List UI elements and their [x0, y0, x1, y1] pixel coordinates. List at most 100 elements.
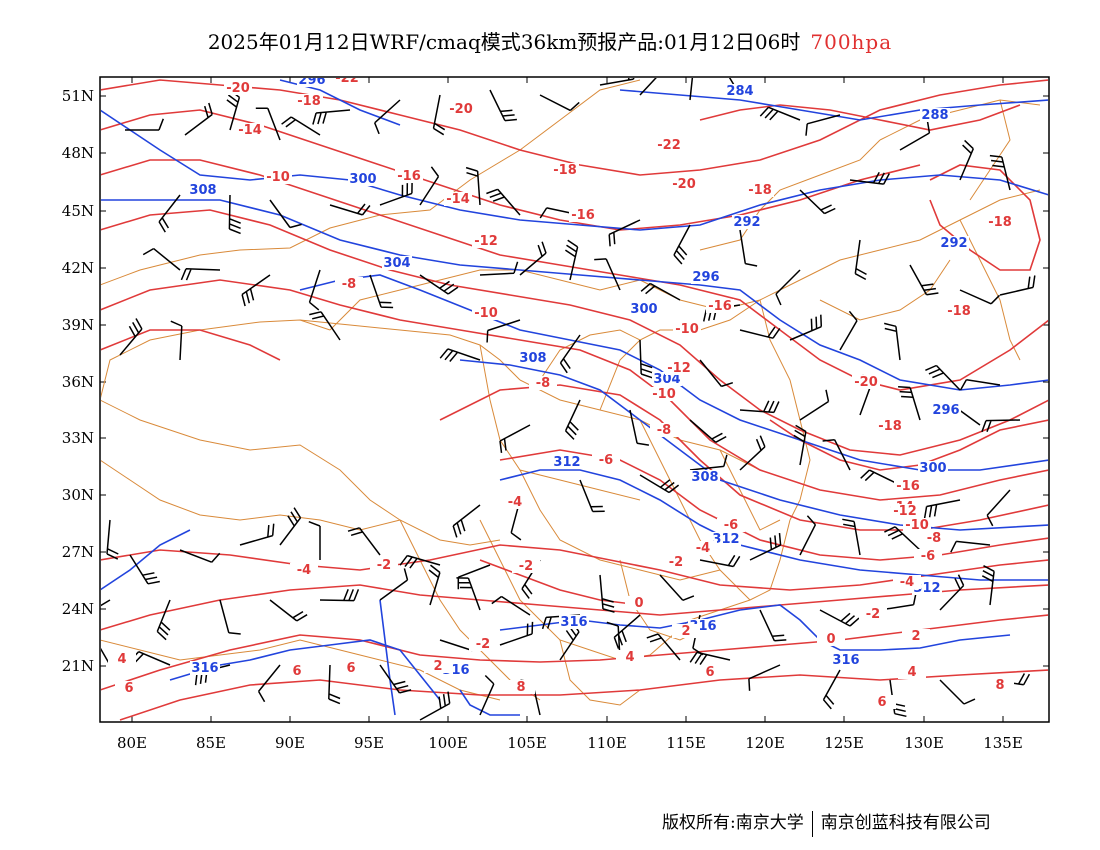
geopotential-label: 312 — [712, 532, 739, 547]
wind-barb — [257, 664, 281, 703]
wind-barb — [559, 334, 581, 374]
temperature-label: -2 — [866, 607, 880, 622]
wind-barb — [748, 664, 781, 691]
geopotential-label: 304 — [653, 372, 680, 387]
temperature-labels: -22-20-18-20-14-16-10-14-22-18-20-16-18-… — [108, 78, 1014, 710]
wind-barb — [239, 523, 275, 546]
temperature-label: -4 — [508, 495, 522, 510]
wind-barb — [419, 166, 440, 206]
wind-barb — [599, 574, 615, 613]
wind-barb — [539, 94, 580, 112]
temperature-label: -16 — [708, 299, 732, 314]
temperature-label: 8 — [995, 678, 1004, 693]
map-title: 2025年01月12日WRF/cmaq模式36km预报产品:01月12日06时 7… — [0, 26, 1100, 55]
wind-barb — [613, 614, 641, 649]
geopotential-label: 292 — [733, 215, 760, 230]
wind-barb — [639, 78, 657, 96]
axis-ticks — [100, 77, 1049, 722]
temperature-label: 6 — [346, 661, 355, 676]
wind-barb — [308, 269, 321, 311]
wind-barb — [374, 99, 401, 135]
lon-label: 130E — [904, 734, 944, 752]
border-line — [639, 419, 751, 601]
temperature-label: -20 — [449, 102, 473, 117]
geopotential-label: 296 — [932, 403, 959, 418]
wind-barb — [981, 565, 995, 606]
wind-barb — [170, 320, 183, 361]
wind-barb — [439, 348, 481, 362]
border-line — [969, 99, 1011, 201]
wind-barb — [479, 674, 495, 716]
wind-barb — [629, 409, 650, 446]
wind-barb — [419, 691, 451, 721]
wind-barb — [486, 188, 521, 216]
wind-barb — [673, 224, 691, 265]
wind-barb — [646, 633, 681, 661]
temperature-label: 4 — [625, 650, 634, 665]
temperature-label: 6 — [292, 664, 301, 679]
temperature-label: -20 — [226, 81, 250, 96]
wind-barb — [822, 438, 851, 471]
wind-barb — [432, 94, 446, 136]
wind-barb — [959, 289, 1001, 305]
wind-barb — [842, 518, 861, 556]
wind-barb — [659, 574, 695, 601]
temperature-label: 6 — [877, 695, 886, 710]
wind-barb — [608, 219, 641, 247]
temperature-label: 0 — [634, 596, 643, 611]
temperature-isotherm — [101, 584, 1048, 631]
lat-label: 24N — [62, 600, 94, 618]
wind-barb — [479, 261, 519, 276]
geopotential-label: 292 — [940, 236, 967, 251]
temperature-isotherm — [769, 419, 1048, 471]
wind-barb — [142, 247, 181, 271]
geopotential-label: 296 — [692, 270, 719, 285]
geopotential-label: 288 — [921, 108, 948, 123]
border-line — [599, 299, 761, 411]
border-line — [559, 639, 641, 706]
title-main: 2025年01月12日WRF/cmaq模式36km预报产品:01月12日06时 — [207, 30, 801, 54]
wind-barb — [959, 139, 974, 181]
wind-barb — [989, 154, 1011, 191]
geopotential-isohypse — [379, 599, 396, 716]
geopotential-label: 304 — [383, 256, 410, 271]
temperature-label: -2 — [476, 637, 490, 652]
temperature-label: -4 — [696, 541, 710, 556]
temperature-isotherm — [699, 104, 1021, 131]
wind-barb — [950, 540, 991, 553]
lat-label: 27N — [62, 543, 94, 561]
wind-barb — [849, 171, 890, 185]
wind-barb — [281, 116, 321, 136]
geopotential-label: 284 — [726, 84, 753, 99]
lon-label: 90E — [275, 734, 305, 752]
temperature-label: 4 — [907, 665, 916, 680]
geopotential-isohypse — [101, 529, 191, 591]
temperature-label: -16 — [896, 479, 920, 494]
temperature-label: 8 — [516, 680, 525, 695]
wind-barb — [986, 489, 1011, 527]
temperature-label: -20 — [672, 177, 696, 192]
wind-barb — [180, 268, 221, 281]
lon-label: 105E — [507, 734, 547, 752]
wind-barb — [689, 78, 694, 101]
wind-barb — [179, 549, 221, 563]
wind-barb — [428, 564, 441, 606]
wind-barb — [739, 229, 758, 267]
wind-barb — [799, 389, 830, 421]
geopotential-label: 312 — [553, 455, 580, 470]
wind-barb — [819, 609, 860, 627]
border-line — [101, 460, 401, 531]
temperature-label: 0 — [826, 632, 835, 647]
lon-label: 125E — [824, 734, 864, 752]
lat-label: 39N — [62, 316, 94, 334]
latitude-labels: 51N 48N 45N 42N 39N 36N 33N 30N 27N 24N 21N — [62, 87, 94, 675]
lat-label: 45N — [62, 202, 94, 220]
temperature-label: -18 — [553, 163, 577, 178]
wind-barb — [839, 310, 858, 351]
copyright-left: 版权所有:南京大学 — [662, 813, 804, 833]
geopotential-label: 300 — [349, 172, 376, 187]
wind-barb — [269, 199, 302, 229]
geopotential-label: 316 — [560, 615, 587, 630]
wind-barb — [739, 435, 766, 471]
temperature-isotherm — [101, 209, 1048, 456]
